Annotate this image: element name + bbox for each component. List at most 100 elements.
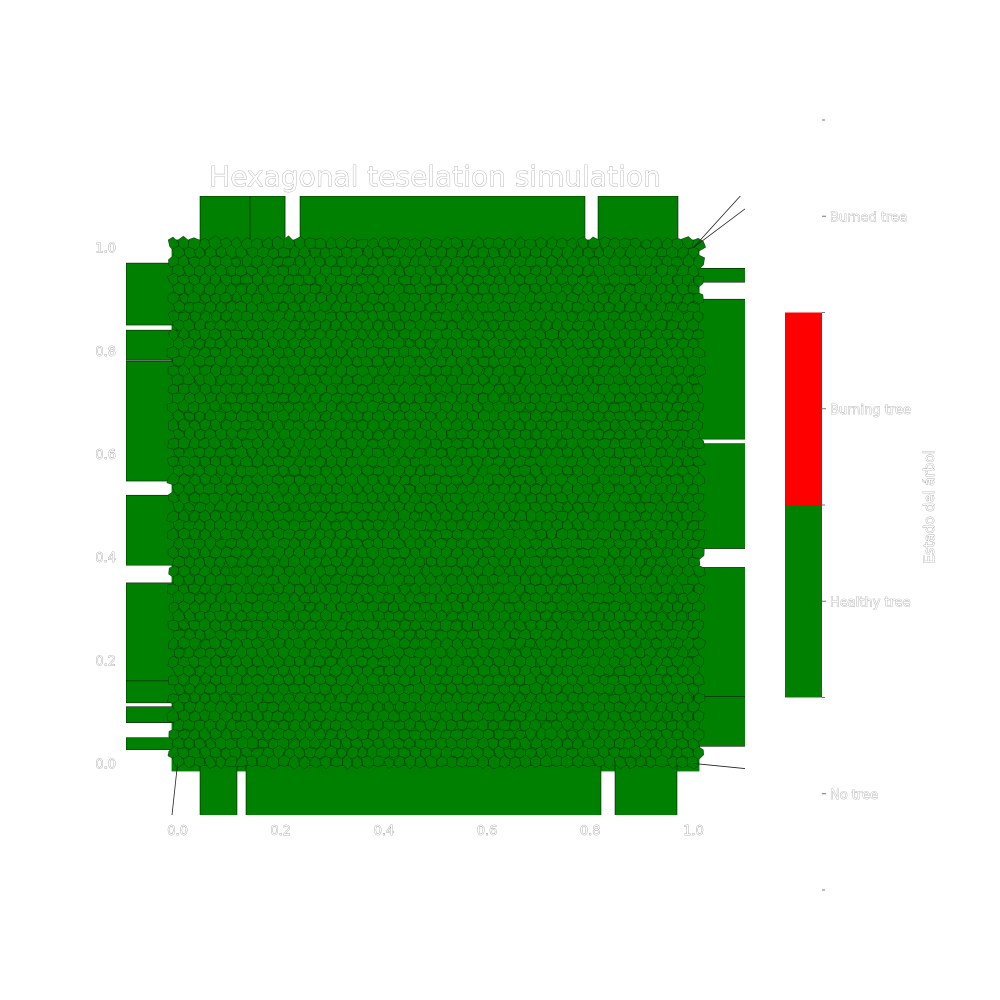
tree-cell — [403, 755, 416, 770]
tree-cell — [671, 654, 685, 668]
x-tick-label: 1.0 — [683, 824, 704, 839]
tree-cell — [408, 310, 422, 322]
tree-cell — [167, 545, 181, 559]
tree-cell — [514, 655, 528, 668]
tree-cell — [566, 400, 579, 413]
tree-cell — [398, 637, 411, 650]
colorbar-segment — [785, 120, 822, 313]
tree-cell — [629, 399, 641, 414]
tree-cell — [691, 472, 706, 486]
tree-cell — [208, 710, 221, 722]
tree-cell — [310, 572, 321, 586]
tree-cell — [231, 711, 242, 722]
tree-cell — [351, 574, 364, 586]
tree-cell — [172, 282, 186, 295]
tree-cell — [276, 608, 290, 622]
tree-cell — [398, 546, 411, 559]
tree-cell — [624, 757, 636, 770]
outer-cell — [614, 765, 678, 815]
tree-cell — [682, 493, 695, 504]
tree-cell — [518, 265, 532, 278]
y-tick-label: 0.8 — [95, 345, 116, 360]
tree-cell — [535, 546, 547, 558]
tree-cell — [639, 293, 652, 306]
tree-cell — [299, 554, 310, 569]
tree-cell — [435, 426, 447, 443]
tree-cell — [251, 401, 263, 415]
tree-cell — [686, 755, 700, 770]
tree-cell — [314, 492, 326, 504]
tree-cell — [236, 428, 248, 441]
tree-cell — [456, 553, 468, 569]
tree-cell — [592, 356, 605, 369]
tree-cell — [361, 266, 374, 276]
tree-cell — [224, 755, 237, 768]
tree-cell — [539, 664, 553, 677]
tree-cell — [644, 592, 657, 604]
colorbar-segment — [785, 505, 822, 698]
tree-cell — [514, 582, 525, 596]
tree-cell — [450, 746, 464, 758]
tree-cell — [220, 691, 233, 704]
tree-cell — [225, 427, 239, 441]
tree-cell — [240, 326, 253, 340]
tree-cell — [211, 309, 222, 323]
tree-cell — [656, 572, 669, 586]
tree-cell — [230, 419, 242, 432]
tree-cell — [255, 645, 269, 660]
tree-cell — [172, 356, 186, 367]
tree-cell — [435, 246, 448, 258]
tree-cell — [424, 755, 438, 769]
tree-cell — [645, 356, 657, 367]
tree-cell — [666, 391, 678, 405]
tree-cell — [514, 382, 526, 396]
tree-cell — [686, 318, 700, 332]
tree-cell — [372, 755, 386, 768]
tree-cell — [504, 510, 516, 522]
tree-cell — [466, 410, 479, 423]
tree-cell — [363, 482, 374, 495]
tree-cell — [193, 683, 207, 695]
tree-cell — [693, 746, 704, 761]
tree-cell — [193, 518, 206, 531]
tree-cell — [660, 290, 673, 304]
tree-cell — [661, 600, 674, 614]
tree-cell — [624, 610, 637, 622]
tree-cell — [586, 274, 601, 286]
tree-cell — [582, 375, 594, 387]
tree-cell — [682, 364, 694, 378]
tree-cell — [362, 301, 376, 312]
tree-cell — [210, 292, 221, 306]
tree-cell — [483, 419, 495, 432]
tree-cell — [529, 336, 542, 349]
tree-cell — [513, 691, 527, 705]
tree-cell — [619, 546, 633, 558]
tree-cell — [294, 474, 307, 487]
tree-cell — [226, 628, 239, 641]
tree-cell — [297, 609, 311, 624]
tree-cell — [425, 337, 437, 350]
tree-cell — [319, 647, 332, 659]
tree-cell — [457, 262, 468, 277]
tree-cell — [204, 536, 217, 552]
tree-cell — [213, 481, 228, 495]
tree-cell — [313, 655, 326, 667]
tree-cell — [502, 293, 516, 304]
tree-cell — [329, 663, 343, 677]
tree-cell — [414, 556, 425, 567]
tree-cell — [467, 283, 479, 296]
tree-cell — [277, 247, 291, 258]
tree-cell — [655, 628, 669, 641]
tree-cell — [424, 718, 438, 732]
tree-cell — [173, 519, 186, 531]
tree-cell — [309, 392, 321, 406]
tree-cell — [378, 674, 390, 686]
tree-cell — [293, 745, 306, 759]
tree-cell — [251, 272, 263, 286]
tree-cell — [383, 757, 395, 769]
tree-cell — [398, 275, 412, 286]
tree-cell — [687, 520, 699, 532]
tree-cell — [393, 319, 406, 332]
tree-cell — [329, 573, 344, 586]
colorbar-segment — [785, 312, 822, 505]
